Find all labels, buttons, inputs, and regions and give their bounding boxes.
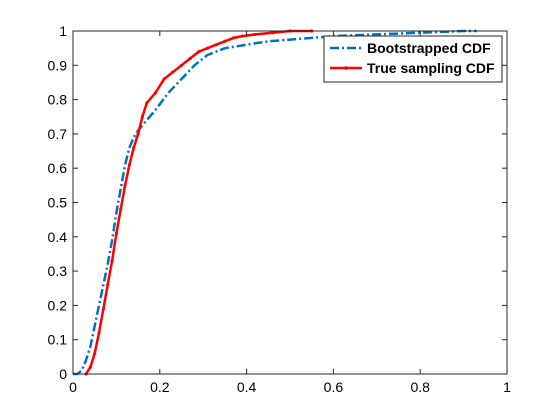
x-tick-label: 0.2 (150, 379, 170, 395)
series-point (223, 39, 227, 43)
series-point (93, 351, 97, 356)
series-point (205, 46, 210, 50)
series-point (97, 331, 101, 335)
x-tick-label: 0.8 (410, 379, 430, 395)
y-tick-label: 1 (59, 23, 67, 39)
legend-label-2: True sampling CDF (367, 60, 495, 76)
y-tick-label: 0.8 (48, 92, 68, 108)
series-point (214, 43, 218, 47)
series-point (253, 32, 257, 37)
series-point (188, 56, 192, 61)
y-tick-label: 0.7 (48, 126, 68, 142)
series-point (231, 36, 236, 40)
series-point (179, 63, 184, 67)
legend-box (323, 35, 503, 83)
x-tick-label: 1 (503, 379, 511, 395)
series-point (88, 365, 92, 369)
series-point (153, 91, 158, 95)
legend-label-1: Bootstrapped CDF (367, 40, 491, 56)
legend-marker (344, 66, 348, 70)
y-tick-label: 0.9 (48, 57, 68, 73)
series-point (132, 146, 136, 150)
y-tick-label: 0.1 (48, 332, 68, 348)
x-tick-label: 0.6 (324, 379, 344, 395)
series-point (171, 70, 175, 74)
series-line-1 (73, 29, 477, 376)
y-tick-label: 0 (59, 366, 67, 382)
series-point (114, 231, 118, 235)
series-point (123, 183, 127, 187)
y-tick-label: 0.6 (48, 160, 68, 176)
y-tick-label: 0.5 (48, 195, 68, 211)
y-tick-label: 0.2 (48, 297, 68, 313)
y-tick-label: 0.3 (48, 263, 68, 279)
series-point (101, 307, 105, 311)
series-point (119, 207, 123, 211)
series-point (162, 77, 166, 81)
series-point (240, 34, 244, 38)
x-tick-label: 0.4 (237, 379, 257, 395)
axes-layer: 0 0.2 0.4 0.6 0.8 1 0 0.1 0.2 0.3 0.4 0.5 0.6 0.7 0.8 0… (48, 23, 512, 395)
series-point (106, 283, 110, 287)
y-tick-label: 0.4 (48, 229, 68, 245)
series-point (127, 163, 132, 167)
series-point (136, 132, 140, 136)
series-point (197, 49, 201, 54)
plot-area (73, 31, 507, 374)
series-point (110, 259, 114, 263)
series-point (271, 31, 275, 35)
series-point (145, 101, 149, 105)
x-tick-label: 0 (69, 379, 77, 395)
series-layer (73, 29, 477, 376)
legend: Bootstrapped CDF True sampling CDF (323, 35, 503, 83)
series-point (140, 115, 145, 119)
